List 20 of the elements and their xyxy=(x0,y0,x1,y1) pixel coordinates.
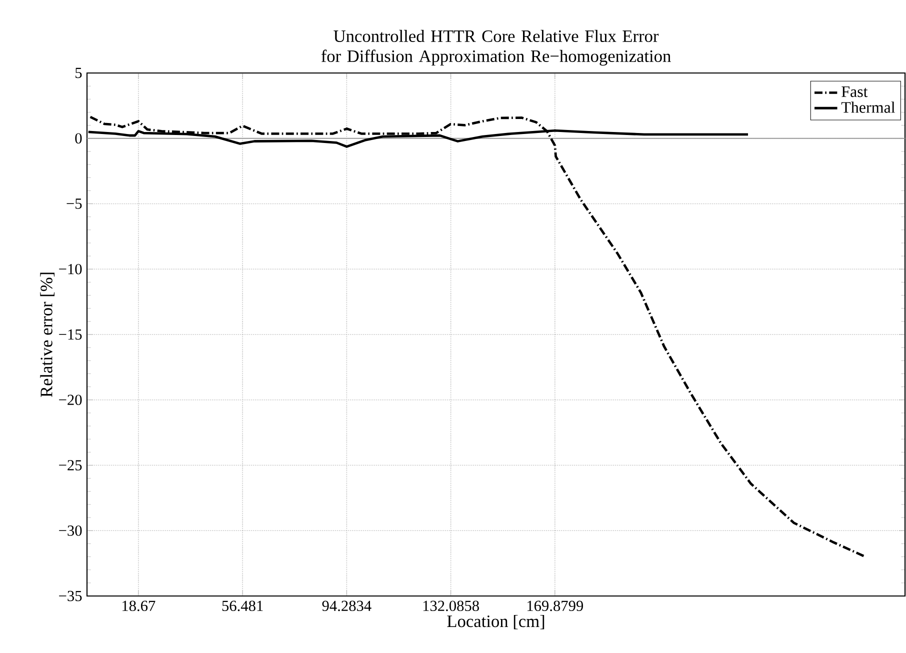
x-tick-label: 94.2834 xyxy=(322,600,372,612)
y-tick-label: 5 xyxy=(76,68,82,78)
x-tick-label: 132.0858 xyxy=(423,600,479,612)
y-tick-label: −30 xyxy=(59,525,82,536)
y-tick-label: −5 xyxy=(66,198,82,209)
y-tick-label: −10 xyxy=(59,264,82,274)
x-axis-title: Location [cm] xyxy=(447,614,544,630)
chart-title: Uncontrolled HTTR Core Relative Flux Error for Diffusion Approximation Re−homogenization xyxy=(321,30,671,66)
y-tick-label: −35 xyxy=(59,590,82,602)
legend-label: Thermal xyxy=(841,102,896,113)
y-tick-label: −20 xyxy=(59,394,82,406)
y-tick-label: −15 xyxy=(59,329,82,340)
legend-label: Fast xyxy=(842,86,868,98)
y-tick-label: 0 xyxy=(75,133,82,144)
y-tick-label: −25 xyxy=(59,460,82,470)
y-axis-title: Relative error [%] xyxy=(40,272,54,398)
x-tick-label: 56.481 xyxy=(222,600,263,612)
line-series xyxy=(89,116,867,558)
x-tick-label: 18.67 xyxy=(122,600,156,612)
x-tick-label: 169.8799 xyxy=(527,600,583,612)
